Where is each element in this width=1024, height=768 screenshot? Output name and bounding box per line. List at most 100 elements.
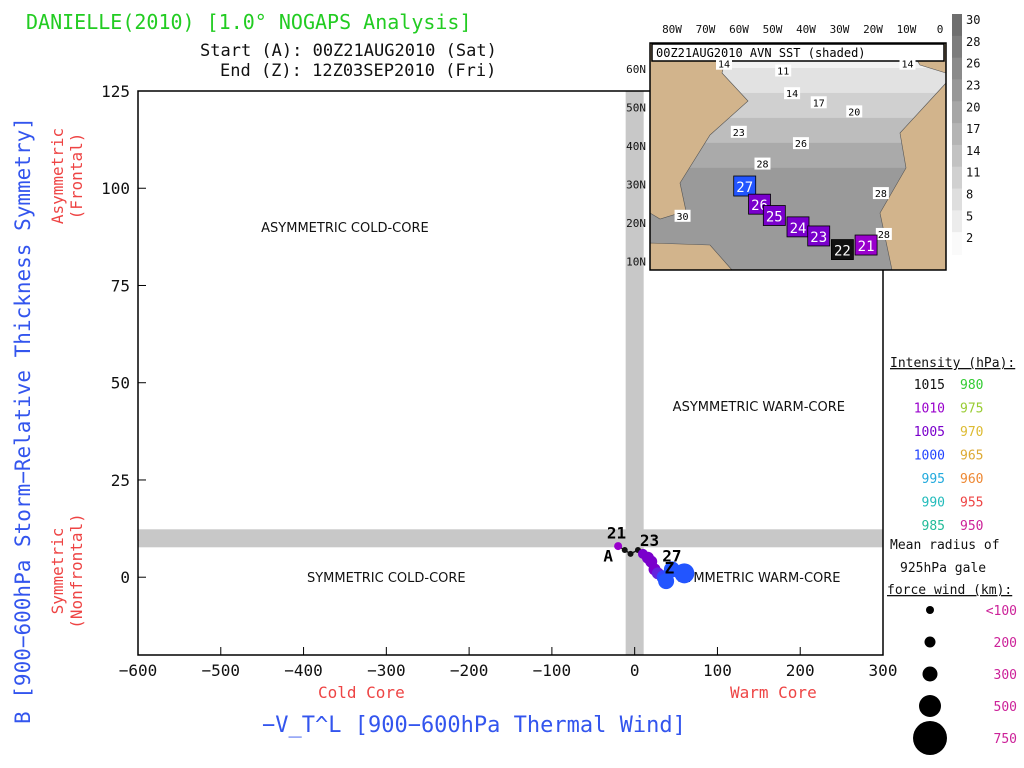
quadrant-label: SYMMETRIC WARM-CORE xyxy=(677,571,840,586)
sst-label: 23 xyxy=(733,128,745,139)
inset-track-label: 25 xyxy=(766,210,783,226)
inset-track-label: 27 xyxy=(736,180,753,196)
inset-lat-label: 20N xyxy=(626,217,646,230)
intensity-entry: 985 xyxy=(922,519,945,534)
vertical-guide-band xyxy=(625,91,644,655)
plot-frame xyxy=(137,90,884,656)
sst-label-bg xyxy=(784,87,801,100)
sst-label-bg xyxy=(674,209,691,222)
sst-label: 14 xyxy=(786,89,798,100)
radius-legend-label: 750 xyxy=(994,732,1017,747)
x-tick-label: −600 xyxy=(119,661,158,680)
track-label: Z xyxy=(665,558,675,577)
scale-swatch xyxy=(952,210,962,234)
track-label: A xyxy=(603,547,613,566)
sst-label: 26 xyxy=(795,139,807,150)
radius-legend-title: Mean radius of xyxy=(890,538,1000,553)
scale-swatch xyxy=(952,166,962,190)
y-side-lower-label: Symmetric(Nonfrontal) xyxy=(48,513,86,629)
inset-lon-label: 30W xyxy=(830,23,850,36)
intensity-entry: 965 xyxy=(960,449,983,464)
scale-label: 23 xyxy=(966,78,980,92)
intensity-entry: 980 xyxy=(960,378,983,393)
y-tick-label: 50 xyxy=(111,374,130,393)
x-tick-label: 100 xyxy=(703,661,732,680)
inset-lat-label: 40N xyxy=(626,140,646,153)
scale-swatch xyxy=(952,144,962,168)
inset-title-box xyxy=(651,43,945,62)
scale-swatch xyxy=(952,188,962,212)
svg-text:Asymmetric(Frontal): Asymmetric(Frontal) xyxy=(48,128,86,224)
radius-legend-title: 925hPa gale xyxy=(900,561,986,576)
inset-lon-label: 60W xyxy=(729,23,749,36)
intensity-entry: 970 xyxy=(960,425,983,440)
scale-swatch xyxy=(952,35,962,59)
radius-legend-marker xyxy=(919,695,941,717)
sst-label-bg xyxy=(792,137,809,150)
quadrant-label: SYMMETRIC COLD-CORE xyxy=(307,571,466,586)
x-side-left-label: Cold Core xyxy=(318,683,405,702)
scale-swatch xyxy=(952,101,962,125)
radius-legend-label: 200 xyxy=(994,636,1017,651)
x-axis-title: −V_T^L [900−600hPa Thermal Wind] xyxy=(262,713,686,738)
inset-track-box xyxy=(854,234,878,256)
track-point xyxy=(674,563,695,584)
sst-label: 28 xyxy=(878,230,890,241)
inset-lon-label: 20W xyxy=(863,23,883,36)
inset-track-label: 24 xyxy=(790,221,807,237)
inset-track-box xyxy=(762,205,786,226)
radius-legend-marker xyxy=(926,606,934,614)
inset-map: 00Z21AUG2010 AVN SST (shaded)80W 70W 60W 50… xyxy=(626,13,980,271)
x-tick-label: 200 xyxy=(786,661,815,680)
scale-label: 5 xyxy=(966,209,973,223)
x-tick-label: −400 xyxy=(284,661,323,680)
intensity-entry: 1000 xyxy=(914,449,945,464)
track-point xyxy=(614,542,623,551)
track-label: 23 xyxy=(640,531,659,550)
sst-label: 11 xyxy=(777,67,789,78)
scale-swatch xyxy=(952,79,962,103)
sst-label-bg xyxy=(754,157,771,170)
inset-lat-label: 10N xyxy=(626,256,646,269)
radius-legend-marker xyxy=(913,721,947,755)
inset-track-box xyxy=(807,225,831,247)
scale-label: 26 xyxy=(966,57,980,71)
quadrant-label: ASYMMETRIC COLD-CORE xyxy=(261,221,429,236)
inset-lon-label: 80W xyxy=(662,23,682,36)
scale-label: 11 xyxy=(966,166,980,180)
scale-swatch xyxy=(952,57,962,81)
x-tick-label: 300 xyxy=(869,661,898,680)
y-axis-title: B [900−600hPa Storm−Relative Thickness S… xyxy=(11,117,35,724)
intensity-entry: 955 xyxy=(960,496,983,511)
sst-label: 28 xyxy=(875,189,887,200)
inset-lon-label: 70W xyxy=(696,23,716,36)
inset-lat-label: 60N xyxy=(626,63,646,76)
track-point xyxy=(621,546,628,553)
inset-lat-label: 50N xyxy=(626,102,646,115)
y-tick-label: 0 xyxy=(120,568,130,587)
inset-lon-label: 0 xyxy=(937,23,944,36)
inset-track-label: 21 xyxy=(858,239,875,255)
intensity-entry: 1015 xyxy=(914,378,945,393)
scale-swatch xyxy=(952,232,962,255)
sst-label-bg xyxy=(899,57,916,70)
intensity-entry: 960 xyxy=(960,472,983,487)
inset-lon-label: 50W xyxy=(763,23,783,36)
scale-label: 20 xyxy=(966,100,980,114)
intensity-entry: 1010 xyxy=(914,402,945,417)
radius-legend-marker xyxy=(922,666,938,682)
radius-legend-title: force wind (km): xyxy=(887,583,1012,598)
y-tick-label: 75 xyxy=(111,276,130,295)
sst-label: 30 xyxy=(677,212,689,223)
radius-legend-label: <100 xyxy=(986,604,1017,619)
sst-label-bg xyxy=(872,187,889,200)
svg-text:Symmetric(Nonfrontal): Symmetric(Nonfrontal) xyxy=(48,513,86,629)
intensity-entry: 1005 xyxy=(914,425,945,440)
scale-label: 30 xyxy=(966,13,980,27)
intensity-entry: 995 xyxy=(922,472,945,487)
legend: Intensity (hPa): 1015 980 1010 975 1005 970 100… xyxy=(887,356,1017,755)
intensity-entry: 975 xyxy=(960,402,983,417)
radius-legend-label: 300 xyxy=(994,668,1017,683)
inset-track-label: 22 xyxy=(834,244,851,260)
